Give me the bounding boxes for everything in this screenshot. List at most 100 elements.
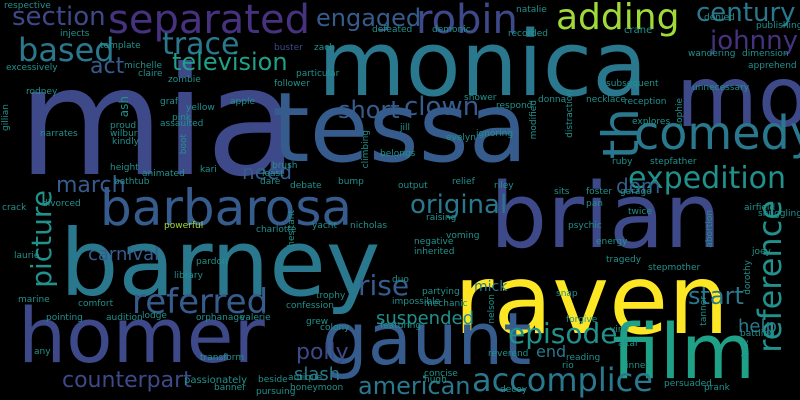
word-antique: antique (288, 373, 323, 383)
word-referred: referred (132, 282, 269, 322)
word-counterpart: counterpart (62, 368, 192, 393)
word-claire: claire (138, 69, 163, 79)
word-evelyn: evelyn (446, 133, 476, 143)
word-johnny: johnny (710, 26, 798, 56)
word-pardon: pardon (196, 257, 228, 267)
word-short: short (338, 96, 400, 124)
word-yellow: yellow (186, 103, 215, 113)
word-any: any (34, 347, 51, 357)
word-dorothy: dorothy (743, 260, 753, 295)
word-film: film (612, 307, 756, 396)
word-stepfather: stepfather (650, 157, 697, 167)
word-joey: joey (752, 247, 771, 257)
word-assaulted: assaulted (160, 119, 204, 129)
word-persuaded: persuaded (664, 379, 712, 389)
word-respond: respond (496, 101, 533, 111)
word-honeymoon: honeymoon (290, 383, 344, 393)
word-polly: polly (296, 340, 349, 365)
word-duo: duo (392, 275, 409, 285)
word-laurie: laurie (14, 251, 40, 261)
word-adding: adding (556, 0, 680, 38)
word-prank: prank (704, 383, 730, 393)
word-jill: jill (400, 123, 411, 133)
word-belongs: belongs (380, 149, 416, 159)
word-rodney: rodney (26, 87, 58, 97)
word-necklace: necklace (586, 95, 626, 105)
word-engaged: engaged (316, 4, 422, 32)
word-snuggling: snuggling (758, 209, 800, 219)
word-brush: brush (272, 161, 298, 171)
word-forgive: forgive (566, 315, 598, 325)
word-kari: kari (200, 165, 217, 175)
word-donna: donna (538, 95, 567, 105)
word-dimension: dimension (742, 49, 789, 59)
word-demonic: demonic (432, 25, 471, 35)
word-mia: mia (18, 36, 298, 210)
word-ruby: ruby (612, 157, 633, 167)
word-voming: voming (446, 231, 480, 241)
word-relief: relief (452, 177, 475, 187)
word-mechanic: mechanic (424, 299, 468, 309)
word-original: original (410, 190, 508, 220)
word-follower: follower (274, 79, 310, 89)
word-graf: graf (160, 97, 179, 107)
word-bathtub: bathtub (114, 177, 150, 187)
word-wandering: wandering (688, 49, 736, 59)
word-monica: monica (318, 12, 648, 117)
word-ignoring: ignoring (476, 129, 514, 139)
word-apprehend: apprehend (748, 61, 797, 71)
word-grew: grew (306, 317, 329, 327)
word-ash: ash (117, 96, 131, 118)
word-television: television (172, 48, 288, 76)
word-gillian: gillian (1, 104, 11, 131)
word-airfield: airfield (744, 203, 776, 213)
word-th: th (592, 108, 650, 160)
word-confession: confession (286, 301, 334, 311)
word-passionately: passionately (184, 375, 248, 386)
word-robin: robin (416, 0, 518, 43)
word-buster: buster (274, 43, 303, 53)
word-pan: pan (586, 199, 603, 209)
word-kindly: kindly (112, 137, 139, 147)
word-wilbur: wilbur (110, 129, 138, 139)
word-episode: episode (508, 317, 618, 350)
word-nicholas: nicholas (350, 221, 388, 231)
word-trophy: trophy (316, 291, 346, 301)
word-shower: shower (464, 93, 497, 103)
word-energy: energy (596, 237, 628, 247)
word-hugh: hugh (424, 375, 447, 385)
word-raising: raising (426, 213, 457, 223)
word-crack: crack (2, 203, 27, 213)
word-foster: foster (586, 187, 613, 197)
word-stepmother: stepmother (648, 263, 701, 273)
word-comedy: comedy (634, 106, 800, 160)
word-zombie: zombie (168, 75, 201, 85)
word-recorded: recorded (508, 29, 548, 39)
word-featuring: featuring (380, 321, 422, 331)
word-modified: modified (529, 100, 539, 140)
word-inherited: inherited (414, 247, 455, 257)
word-partying: partying (422, 287, 460, 297)
word-impossible: impossible (392, 297, 441, 307)
word-raven: raven (454, 244, 730, 356)
word-pointing: pointing (46, 313, 83, 323)
word-reading: reading (566, 353, 601, 363)
word-michelle: michelle (124, 61, 162, 71)
word-duct: duct (741, 340, 751, 360)
word-publishing: publishing (756, 21, 800, 31)
word-output: output (398, 181, 428, 191)
word-sophie: sophie (675, 98, 685, 128)
word-natalie: natalie (516, 5, 547, 15)
word-tanner: tanner (699, 296, 709, 326)
word-pursuing: pursuing (256, 387, 296, 397)
word-march: march (56, 173, 126, 198)
word-psychic: psychic (568, 221, 602, 231)
word-charlotte: charlotte (256, 225, 297, 235)
word-banner: banner (214, 383, 246, 393)
word-gaunt: gaunt (322, 297, 532, 381)
word-century: century (696, 0, 796, 28)
word-battling: battling (740, 329, 775, 339)
word-separated: separated (108, 0, 310, 43)
word-animated: animated (142, 169, 185, 179)
word-mo: mo (676, 48, 800, 146)
